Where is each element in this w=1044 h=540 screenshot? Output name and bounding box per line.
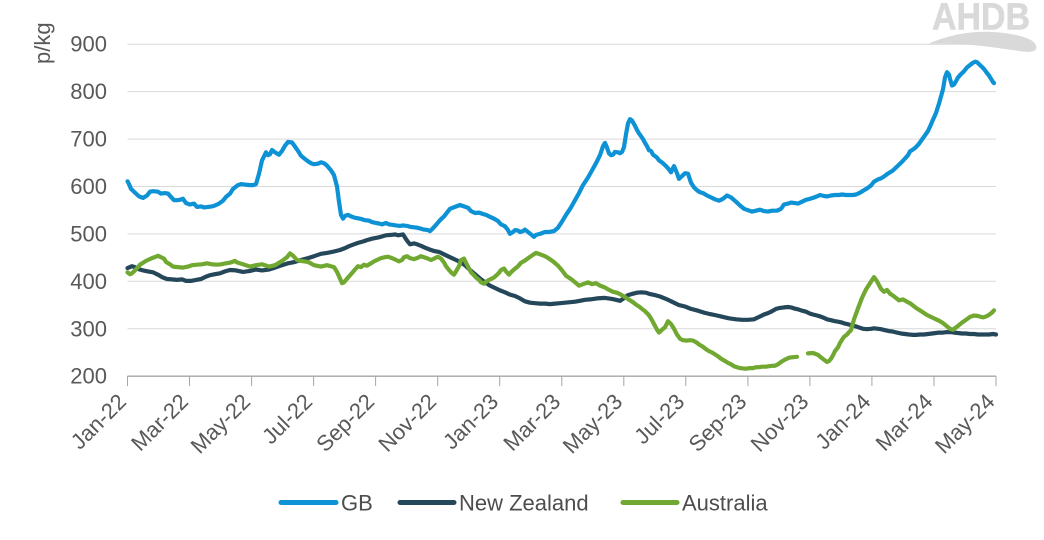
svg-text:Australia: Australia	[682, 491, 768, 516]
svg-text:900: 900	[70, 32, 107, 57]
svg-text:300: 300	[70, 316, 107, 341]
svg-text:New Zealand: New Zealand	[459, 491, 589, 516]
svg-text:p/kg: p/kg	[30, 22, 55, 64]
svg-text:GB: GB	[341, 491, 373, 516]
svg-text:700: 700	[70, 127, 107, 152]
svg-text:AHDB: AHDB	[932, 0, 1030, 39]
svg-text:400: 400	[70, 269, 107, 294]
svg-text:600: 600	[70, 174, 107, 199]
svg-text:200: 200	[70, 364, 107, 389]
svg-text:500: 500	[70, 221, 107, 246]
svg-text:800: 800	[70, 79, 107, 104]
